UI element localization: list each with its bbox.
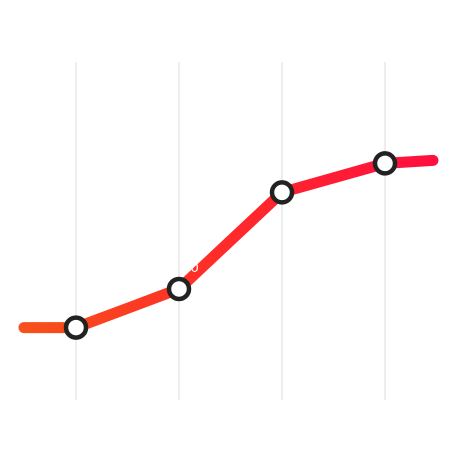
label-layer: 00 (183, 259, 199, 275)
data-point-3[interactable] (269, 180, 295, 205)
data-label-2: 00 (183, 259, 199, 275)
line-layer (18, 154, 439, 334)
data-point-1[interactable] (63, 315, 89, 340)
data-point-2[interactable] (166, 276, 192, 302)
marker-layer (63, 151, 398, 340)
grid-layer (75, 62, 386, 400)
series-line (18, 154, 439, 334)
data-point-4[interactable] (372, 151, 398, 176)
